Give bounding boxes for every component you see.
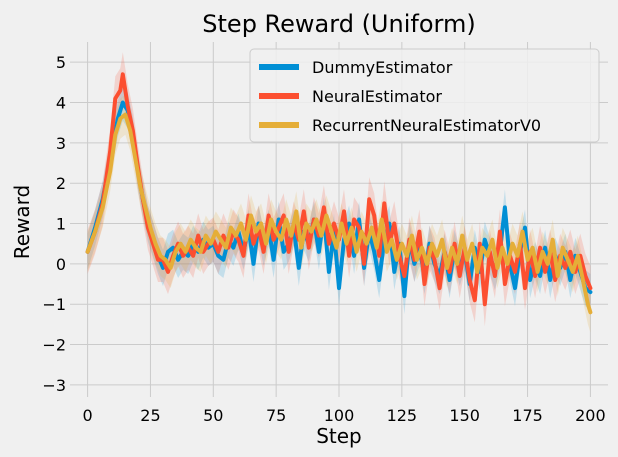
y-tick-label: 1 bbox=[56, 215, 66, 234]
y-axis-label: Reward bbox=[10, 185, 34, 259]
y-tick-labels: −3 −2 −1 0 1 2 3 4 5 bbox=[42, 53, 66, 395]
x-tick-label: 75 bbox=[266, 406, 286, 425]
series-lines bbox=[85, 72, 593, 315]
x-tick-labels: 0 25 50 75 100 125 150 175 200 bbox=[83, 406, 606, 425]
chart-title: Step Reward (Uniform) bbox=[202, 10, 475, 38]
y-tick-label: 2 bbox=[56, 174, 66, 193]
legend: DummyEstimator NeuralEstimator RecurrentNe… bbox=[249, 48, 600, 143]
y-tick-label: −3 bbox=[42, 376, 66, 395]
series-line bbox=[85, 112, 593, 315]
x-tick-label: 125 bbox=[387, 406, 418, 425]
x-tick-label: 175 bbox=[512, 406, 543, 425]
y-tick-label: 3 bbox=[56, 134, 66, 153]
x-tick-label: 50 bbox=[203, 406, 223, 425]
legend-entry: DummyEstimator bbox=[312, 58, 453, 77]
legend-entry: NeuralEstimator bbox=[312, 87, 442, 106]
y-tick-label: 5 bbox=[56, 53, 66, 72]
x-tick-label: 0 bbox=[83, 406, 93, 425]
legend-frame bbox=[249, 48, 600, 143]
y-tick-label: 4 bbox=[56, 94, 66, 113]
x-tick-label: 100 bbox=[324, 406, 355, 425]
y-tick-label: 0 bbox=[56, 255, 66, 274]
y-tick-label: −1 bbox=[42, 295, 66, 314]
x-tick-label: 200 bbox=[575, 406, 606, 425]
y-tick-label: −2 bbox=[42, 336, 66, 355]
legend-entry: RecurrentNeuralEstimatorV0 bbox=[312, 116, 541, 135]
x-tick-label: 25 bbox=[140, 406, 160, 425]
x-axis-label: Step bbox=[316, 424, 362, 448]
x-tick-label: 150 bbox=[449, 406, 480, 425]
